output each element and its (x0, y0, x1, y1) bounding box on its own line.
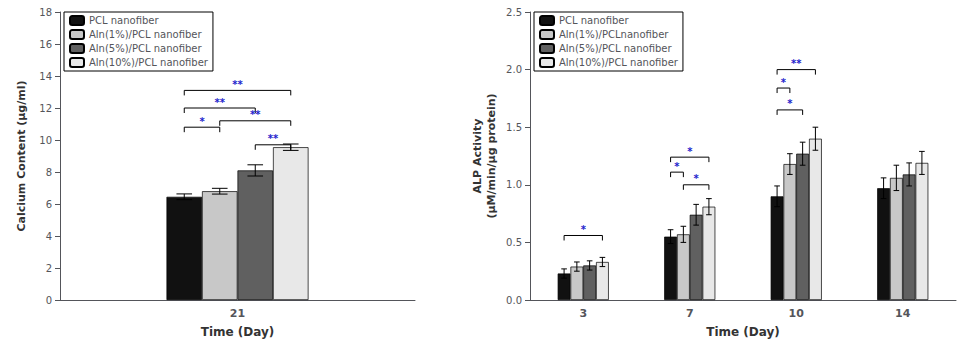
svg-text:Calcium Content (μg/ml): Calcium Content (μg/ml) (15, 80, 28, 231)
svg-text:0: 0 (46, 295, 52, 306)
svg-text:PCL nanofiber: PCL nanofiber (559, 15, 629, 26)
svg-text:10: 10 (39, 135, 52, 146)
svg-text:10: 10 (789, 307, 805, 320)
svg-text:Time (Day): Time (Day) (706, 325, 780, 339)
svg-text:PCL nanofiber: PCL nanofiber (89, 15, 159, 26)
svg-text:**: ** (250, 109, 261, 120)
svg-text:Aln(10%)/PCL nanofiber: Aln(10%)/PCL nanofiber (559, 57, 679, 68)
svg-text:14: 14 (39, 71, 52, 82)
svg-text:Aln(1%)/PCLnanofiber: Aln(1%)/PCLnanofiber (559, 29, 669, 40)
svg-text:16: 16 (39, 39, 52, 50)
svg-text:Time (Day): Time (Day) (201, 325, 275, 339)
svg-text:*: * (694, 173, 700, 184)
svg-text:0.0: 0.0 (506, 295, 522, 306)
svg-text:*: * (199, 116, 205, 127)
svg-text:(μM/min/μg protein): (μM/min/μg protein) (485, 93, 498, 218)
svg-text:**: ** (232, 79, 243, 90)
svg-text:0.5: 0.5 (506, 237, 522, 248)
svg-text:4: 4 (46, 231, 52, 242)
svg-text:7: 7 (686, 307, 694, 320)
svg-text:1.5: 1.5 (506, 122, 522, 133)
svg-text:*: * (674, 161, 680, 172)
svg-text:*: * (687, 146, 693, 157)
svg-text:21: 21 (230, 307, 245, 320)
svg-text:**: ** (268, 133, 279, 144)
svg-text:14: 14 (895, 307, 911, 320)
svg-text:2: 2 (46, 263, 52, 274)
svg-text:8: 8 (46, 167, 52, 178)
svg-text:2.0: 2.0 (506, 64, 522, 75)
svg-text:Aln(1%)/PCL nanofiber: Aln(1%)/PCL nanofiber (89, 29, 202, 40)
svg-text:12: 12 (39, 103, 52, 114)
svg-text:3: 3 (579, 307, 587, 320)
svg-text:Aln(5%)/PCL nanofiber: Aln(5%)/PCL nanofiber (559, 43, 672, 54)
svg-text:**: ** (791, 58, 802, 69)
svg-text:*: * (781, 77, 787, 88)
svg-text:6: 6 (46, 199, 52, 210)
svg-text:*: * (581, 224, 587, 235)
svg-text:2.5: 2.5 (506, 7, 522, 18)
svg-text:1.0: 1.0 (506, 179, 522, 190)
svg-text:**: ** (215, 97, 226, 108)
svg-text:*: * (787, 98, 793, 109)
svg-text:Aln(10%)/PCL nanofiber: Aln(10%)/PCL nanofiber (89, 57, 209, 68)
svg-text:ALP Activity: ALP Activity (471, 119, 484, 194)
svg-text:Aln(5%)/PCL nanofiber: Aln(5%)/PCL nanofiber (89, 43, 202, 54)
svg-text:18: 18 (39, 7, 52, 18)
